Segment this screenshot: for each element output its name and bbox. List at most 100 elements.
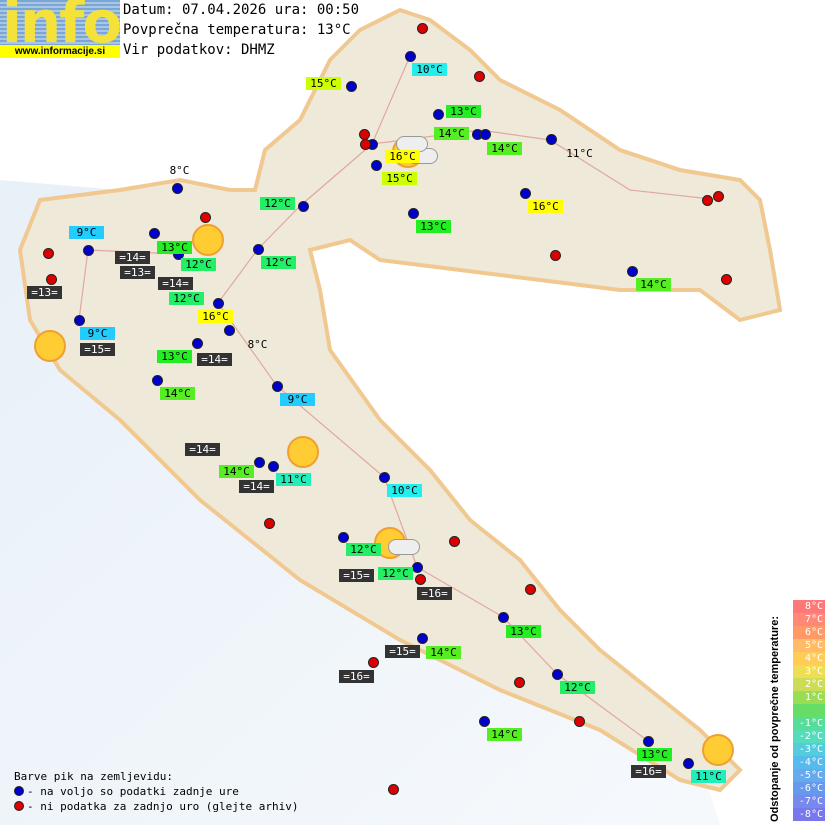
temperature-label: =16= bbox=[631, 765, 666, 778]
station-dot-blue[interactable] bbox=[479, 716, 490, 727]
scale-row bbox=[793, 704, 825, 717]
station-dot-blue[interactable] bbox=[253, 244, 264, 255]
station-dot-blue[interactable] bbox=[480, 129, 491, 140]
station-dot-red[interactable] bbox=[721, 274, 732, 285]
temperature-label: =15= bbox=[385, 645, 420, 658]
temperature-label: 12°C bbox=[346, 543, 381, 556]
station-dot-blue[interactable] bbox=[149, 228, 160, 239]
station-dot-blue[interactable] bbox=[172, 183, 183, 194]
country-shape bbox=[17, 7, 783, 793]
station-dot-blue[interactable] bbox=[627, 266, 638, 277]
station-dot-red[interactable] bbox=[702, 195, 713, 206]
station-dot-blue[interactable] bbox=[379, 472, 390, 483]
station-dot-blue[interactable] bbox=[83, 245, 94, 256]
scale-row: 4°C bbox=[793, 652, 825, 665]
station-dot-red[interactable] bbox=[713, 191, 724, 202]
temperature-label: =15= bbox=[80, 343, 115, 356]
station-dot-red[interactable] bbox=[415, 574, 426, 585]
scale-row: -6°C bbox=[793, 782, 825, 795]
station-dot-blue[interactable] bbox=[298, 201, 309, 212]
station-dot-red[interactable] bbox=[46, 274, 57, 285]
temperature-label: 13°C bbox=[416, 220, 451, 233]
temperature-label: =13= bbox=[120, 266, 155, 279]
temperature-label: 14°C bbox=[219, 465, 254, 478]
station-dot-red[interactable] bbox=[474, 71, 485, 82]
station-dot-blue[interactable] bbox=[405, 51, 416, 62]
temperature-label: =16= bbox=[339, 670, 374, 683]
temperature-label: 9°C bbox=[80, 327, 115, 340]
temperature-label: 10°C bbox=[387, 484, 422, 497]
temperature-label: 11°C bbox=[276, 473, 311, 486]
temperature-label: =14= bbox=[115, 251, 150, 264]
temperature-label: 9°C bbox=[69, 226, 104, 239]
station-dot-blue[interactable] bbox=[498, 612, 509, 623]
station-dot-blue[interactable] bbox=[412, 562, 423, 573]
average-temperature-line: Povprečna temperatura: 13°C bbox=[123, 22, 351, 38]
station-dot-red[interactable] bbox=[360, 139, 371, 150]
temperature-label: =14= bbox=[239, 480, 274, 493]
legend-blue-text: - na voljo so podatki zadnje ure bbox=[27, 785, 239, 798]
station-dot-blue[interactable] bbox=[272, 381, 283, 392]
legend-blue-item: - na voljo so podatki zadnje ure bbox=[14, 785, 239, 798]
station-dot-blue[interactable] bbox=[254, 457, 265, 468]
station-dot-blue[interactable] bbox=[417, 633, 428, 644]
station-dot-blue[interactable] bbox=[224, 325, 235, 336]
station-dot-blue[interactable] bbox=[152, 375, 163, 386]
site-logo[interactable]: info www.informacije.si bbox=[0, 0, 120, 58]
scale-row: 5°C bbox=[793, 639, 825, 652]
scale-row: -3°C bbox=[793, 743, 825, 756]
red-dot-icon bbox=[14, 801, 24, 811]
station-dot-red[interactable] bbox=[368, 657, 379, 668]
temperature-label: 11°C bbox=[691, 770, 726, 783]
station-dot-red[interactable] bbox=[449, 536, 460, 547]
logo-url[interactable]: www.informacije.si bbox=[0, 45, 120, 58]
station-dot-blue[interactable] bbox=[433, 109, 444, 120]
station-dot-red[interactable] bbox=[43, 248, 54, 259]
temperature-label: =15= bbox=[339, 569, 374, 582]
station-dot-red[interactable] bbox=[525, 584, 536, 595]
station-dot-blue[interactable] bbox=[192, 338, 203, 349]
temperature-label: 12°C bbox=[169, 292, 204, 305]
station-dot-red[interactable] bbox=[574, 716, 585, 727]
temperature-label: =14= bbox=[158, 277, 193, 290]
scale-row: -1°C bbox=[793, 717, 825, 730]
temperature-label: 13°C bbox=[637, 748, 672, 761]
station-dot-blue[interactable] bbox=[683, 758, 694, 769]
cloud-icon bbox=[388, 539, 420, 555]
temperature-label: 16°C bbox=[198, 310, 233, 323]
scale-row: 3°C bbox=[793, 665, 825, 678]
station-dot-blue[interactable] bbox=[546, 134, 557, 145]
station-dot-red[interactable] bbox=[388, 784, 399, 795]
temperature-label: 12°C bbox=[378, 567, 413, 580]
station-dot-red[interactable] bbox=[264, 518, 275, 529]
temperature-label: 14°C bbox=[160, 387, 195, 400]
station-dot-red[interactable] bbox=[514, 677, 525, 688]
station-dot-blue[interactable] bbox=[643, 736, 654, 747]
date-line: Datum: 07.04.2026 ura: 00:50 bbox=[123, 2, 360, 18]
scale-row: 8°C bbox=[793, 600, 825, 613]
scale-row: -2°C bbox=[793, 730, 825, 743]
scale-row: 1°C bbox=[793, 691, 825, 704]
temperature-label: =14= bbox=[197, 353, 232, 366]
station-dot-blue[interactable] bbox=[552, 669, 563, 680]
scale-row: 7°C bbox=[793, 613, 825, 626]
station-dot-blue[interactable] bbox=[371, 160, 382, 171]
station-dot-red[interactable] bbox=[550, 250, 561, 261]
station-dot-blue[interactable] bbox=[338, 532, 349, 543]
temperature-label: =13= bbox=[27, 286, 62, 299]
sun-icon bbox=[34, 330, 66, 362]
station-dot-red[interactable] bbox=[417, 23, 428, 34]
legend-title: Barve pik na zemljevidu: bbox=[14, 770, 173, 783]
station-dot-blue[interactable] bbox=[408, 208, 419, 219]
station-dot-red[interactable] bbox=[200, 212, 211, 223]
temperature-label: =14= bbox=[185, 443, 220, 456]
station-dot-blue[interactable] bbox=[520, 188, 531, 199]
station-dot-blue[interactable] bbox=[74, 315, 85, 326]
station-dot-blue[interactable] bbox=[268, 461, 279, 472]
temperature-label: 12°C bbox=[181, 258, 216, 271]
station-dot-blue[interactable] bbox=[213, 298, 224, 309]
temperature-label: 11°C bbox=[566, 147, 593, 160]
station-dot-blue[interactable] bbox=[346, 81, 357, 92]
deviation-scale: 8°C 7°C 6°C 5°C 4°C 3°C 2°C 1°C -1°C -2°C -3°C -4°C… bbox=[793, 600, 825, 821]
